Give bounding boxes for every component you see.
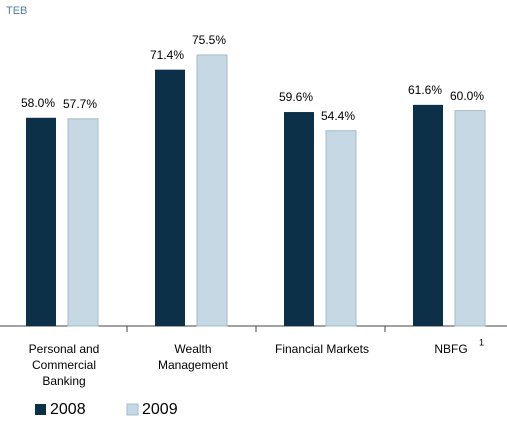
category-label: NBFG [434,342,468,356]
value-label: 54.4% [321,109,355,123]
bar [325,130,357,327]
legend-swatch [35,404,46,415]
value-label: 57.7% [63,97,97,111]
legend-label: 2008 [50,401,86,418]
footnote-marker: 1 [479,337,484,347]
legend-label: 2009 [142,401,178,418]
bar [454,110,486,327]
category-label: Wealth Management [157,342,229,372]
bar [196,54,228,327]
legend-swatch [126,403,139,416]
bar [67,118,99,327]
value-label: 60.0% [450,89,484,103]
subtitle: TEB [6,5,27,17]
bar [413,104,443,326]
category-label: Personal and Commercial Banking [28,342,100,388]
value-label: 58.0% [21,96,55,110]
bar [284,112,314,326]
value-label: 61.6% [408,83,442,97]
bar [26,117,56,326]
category-label: Financial Markets [274,342,370,356]
value-label: 59.6% [279,90,313,104]
value-label: 75.5% [192,33,226,47]
value-label: 71.4% [150,48,184,62]
bar [155,69,185,326]
